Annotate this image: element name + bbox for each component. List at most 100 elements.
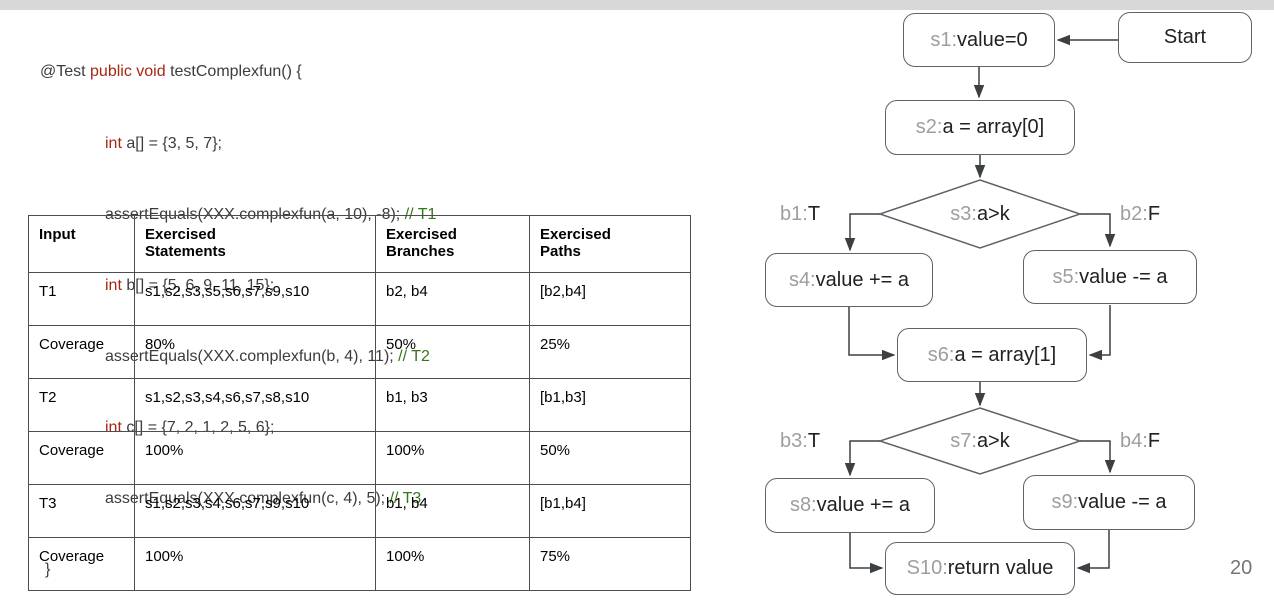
branch-prefix: b3: <box>780 430 808 452</box>
table-cell: 100% <box>375 537 530 591</box>
edge-s7-s9 <box>1080 440 1116 474</box>
node-s5: s5: value -= a <box>1023 250 1197 304</box>
edge-s3-s4 <box>844 213 880 252</box>
table-cell: 50% <box>375 325 530 379</box>
branch-label-b1: b1:T <box>780 203 820 226</box>
table-cell: T1 <box>28 272 135 326</box>
table-header-cell: Exercised Branches <box>375 215 530 273</box>
table-cell: Coverage <box>28 431 135 485</box>
table-cell: [b2,b4] <box>529 272 691 326</box>
code-keyword: public void <box>90 63 166 81</box>
edge-s3-s5 <box>1080 213 1116 248</box>
node-s1: s1: value=0 <box>903 13 1055 67</box>
table-header-cell: Input <box>28 215 135 273</box>
edge-s4-s6 <box>848 307 896 361</box>
code-token: testComplexfun() { <box>165 63 302 81</box>
node-text: value += a <box>816 494 911 516</box>
table-cell: 25% <box>529 325 691 379</box>
table-cell: 100% <box>134 537 376 591</box>
table-row: Coverage 80% 50% 25% <box>28 325 691 379</box>
branch-text: F <box>1147 203 1161 225</box>
code-keyword: int <box>105 134 122 152</box>
decision-diamond-s7 <box>877 407 1083 475</box>
node-text: Start <box>1163 26 1207 48</box>
node-text: a = array[1] <box>954 343 1057 366</box>
table-row: T1 s1,s2,s3,s5,s6,s7,s9,s10 b2, b4 [b2,b… <box>28 272 691 326</box>
table-header-cell: Exercised Statements <box>134 215 376 273</box>
edge-s9-s10 <box>1076 530 1110 574</box>
table-cell: b2, b4 <box>375 272 530 326</box>
page-number: 20 <box>1230 557 1253 579</box>
node-start: Start <box>1118 12 1252 63</box>
table-cell: T3 <box>28 484 135 538</box>
table-row: T2 s1,s2,s3,s4,s6,s7,s8,s10 b1, b3 [b1,b… <box>28 378 691 432</box>
node-prefix: s7: <box>950 430 977 452</box>
table-cell: 80% <box>134 325 376 379</box>
table-cell: 50% <box>529 431 691 485</box>
table-cell: b1, b4 <box>375 484 530 538</box>
node-s3: s3:a>k <box>880 200 1080 228</box>
coverage-table: Input Exercised Statements Exercised Bra… <box>28 215 691 591</box>
branch-prefix: b1: <box>780 203 808 225</box>
flowchart-connectors <box>844 34 1118 574</box>
node-prefix: s8: <box>789 494 817 516</box>
node-text: a>k <box>976 430 1010 452</box>
edge-s7-s8 <box>844 440 880 477</box>
table-cell: s1,s2,s3,s4,s6,s7,s8,s10 <box>134 378 376 432</box>
node-s10: S10: return value <box>885 542 1075 595</box>
node-text: value -= a <box>1079 265 1168 288</box>
node-prefix: s2: <box>915 116 943 138</box>
table-row: Coverage 100% 100% 75% <box>28 537 691 591</box>
code-line: int a[] = {3, 5, 7}; <box>40 132 436 156</box>
table-cell: T2 <box>28 378 135 432</box>
node-prefix: s9: <box>1051 491 1079 513</box>
node-s9: s9: value -= a <box>1023 475 1195 530</box>
edge-s8-s10 <box>849 533 884 574</box>
branch-label-b4: b4:F <box>1120 430 1160 453</box>
table-cell: 100% <box>375 431 530 485</box>
node-text: a = array[0] <box>942 116 1045 138</box>
table-row: T3 s1,s2,s3,s4,s6,s7,s9,s10 b1, b4 [b1,b… <box>28 484 691 538</box>
branch-text: F <box>1147 430 1161 452</box>
branch-text: T <box>807 203 821 225</box>
code-token: a[] = {3, 5, 7}; <box>121 134 222 152</box>
node-s7: s7:a>k <box>880 427 1080 455</box>
node-text: return value <box>947 557 1054 579</box>
node-text: value=0 <box>957 28 1028 51</box>
table-header-cell: Exercised Paths <box>529 215 691 273</box>
node-text: value -= a <box>1078 491 1167 513</box>
branch-text: T <box>807 430 821 452</box>
branch-label-b2: b2:F <box>1120 203 1160 226</box>
node-prefix: s6: <box>927 343 955 366</box>
table-cell: 100% <box>134 431 376 485</box>
table-cell: [b1,b3] <box>529 378 691 432</box>
node-text: a>k <box>976 203 1010 225</box>
node-prefix: s4: <box>788 268 816 291</box>
table-cell: s1,s2,s3,s4,s6,s7,s9,s10 <box>134 484 376 538</box>
node-s8: s8: value += a <box>765 478 935 533</box>
table-cell: Coverage <box>28 325 135 379</box>
top-bar <box>0 0 1274 10</box>
branch-prefix: b4: <box>1120 430 1148 452</box>
table-cell: Coverage <box>28 537 135 591</box>
decision-diamond-s3 <box>877 179 1083 249</box>
node-s4: s4: value += a <box>765 253 933 307</box>
table-cell: b1, b3 <box>375 378 530 432</box>
table-cell: 75% <box>529 537 691 591</box>
node-prefix: s3: <box>950 203 977 225</box>
table-row: Coverage 100% 100% 50% <box>28 431 691 485</box>
node-prefix: s1: <box>930 28 958 51</box>
node-prefix: S10: <box>906 557 948 579</box>
code-token: @Test <box>40 63 91 81</box>
table-header-row: Input Exercised Statements Exercised Bra… <box>28 215 691 273</box>
table-cell: s1,s2,s3,s5,s6,s7,s9,s10 <box>134 272 376 326</box>
node-s6: s6: a = array[1] <box>897 328 1087 382</box>
edge-s5-s6 <box>1088 305 1111 361</box>
table-cell: [b1,b4] <box>529 484 691 538</box>
branch-label-b3: b3:T <box>780 430 820 453</box>
node-s2: s2: a = array[0] <box>885 100 1075 155</box>
node-prefix: s5: <box>1052 265 1080 288</box>
flowchart: Start s1: value=0 s2: a = array[0] s3:a>k … <box>760 0 1274 606</box>
branch-prefix: b2: <box>1120 203 1148 225</box>
